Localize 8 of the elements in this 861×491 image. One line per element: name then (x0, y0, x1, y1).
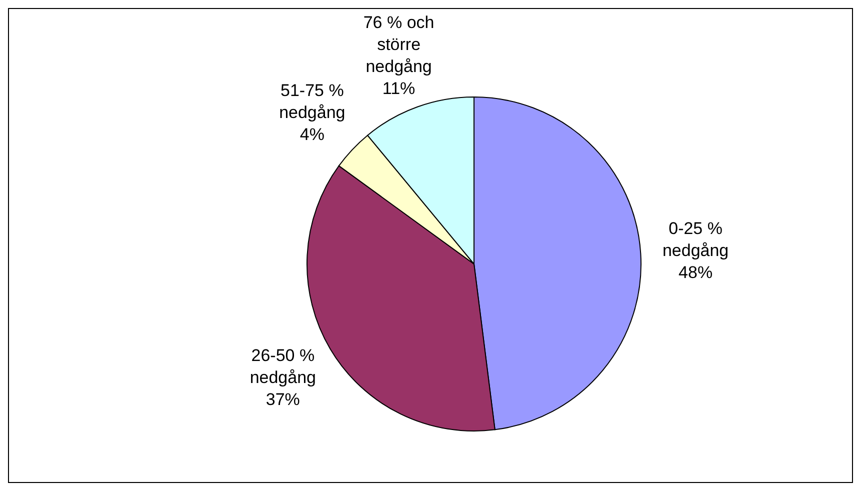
slice-label: 51-75 % nedgång (279, 80, 346, 122)
data-label: 11% (382, 78, 416, 98)
slice-label: 0-25 % nedgång (662, 218, 729, 260)
data-label: 48% (678, 262, 713, 282)
data-label: 4% (300, 124, 324, 144)
data-label: 37% (266, 390, 300, 409)
slice-label: 76 % och större nedgång (363, 12, 434, 76)
slice-label: 26-50 % nedgång (250, 346, 316, 387)
